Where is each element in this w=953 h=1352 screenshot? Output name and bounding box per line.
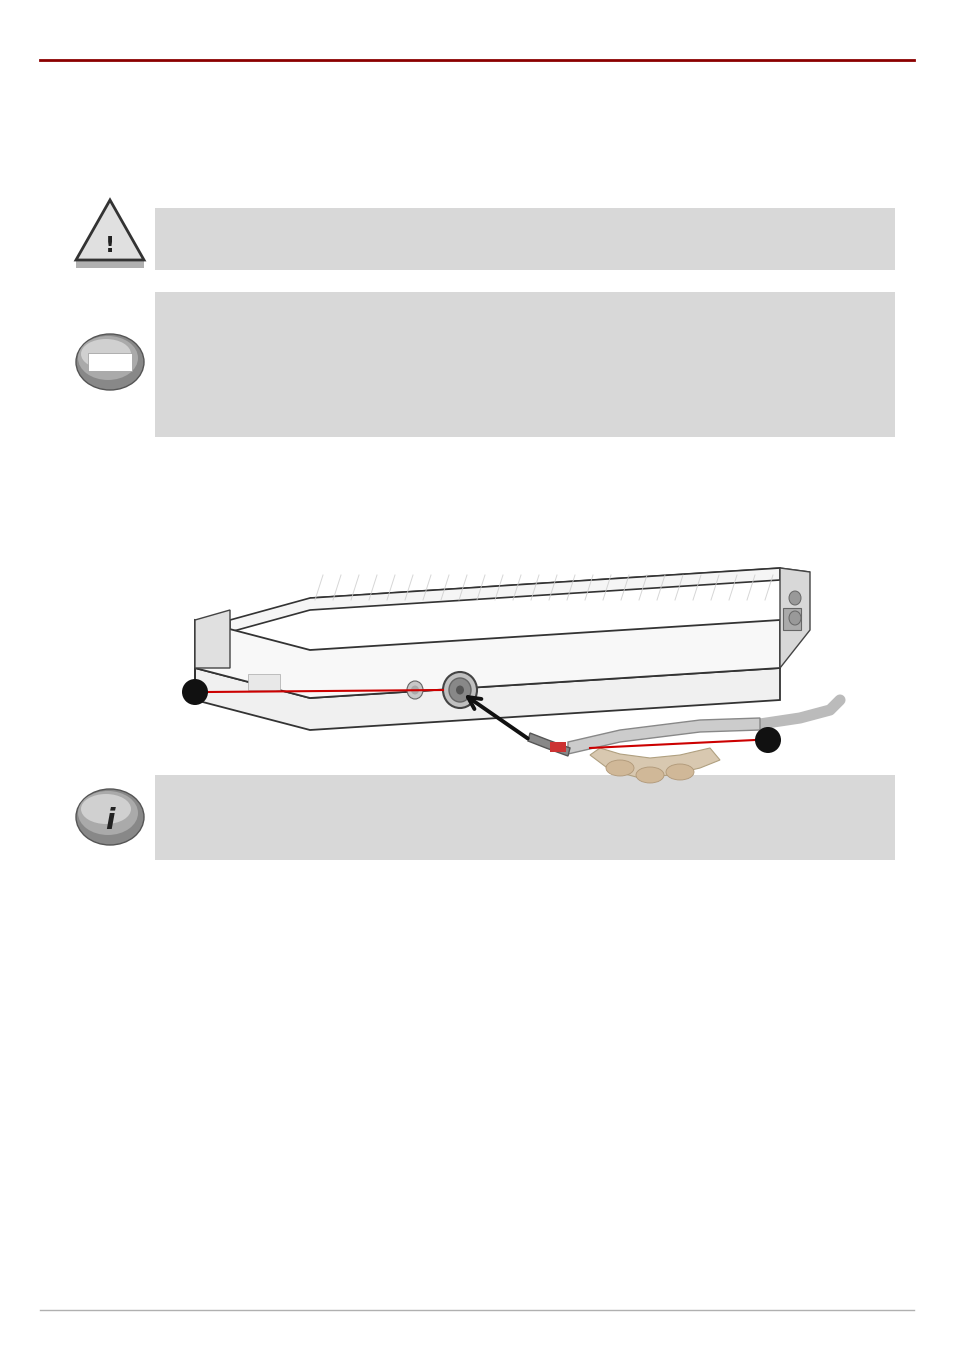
FancyBboxPatch shape <box>154 775 894 860</box>
Ellipse shape <box>78 337 138 380</box>
Polygon shape <box>76 200 144 260</box>
Polygon shape <box>310 568 809 602</box>
Polygon shape <box>567 718 760 754</box>
Polygon shape <box>194 621 780 698</box>
Ellipse shape <box>442 672 476 708</box>
Ellipse shape <box>665 764 693 780</box>
Ellipse shape <box>407 681 422 699</box>
Polygon shape <box>527 733 569 756</box>
FancyBboxPatch shape <box>88 353 132 370</box>
Ellipse shape <box>449 677 471 702</box>
Polygon shape <box>780 568 809 668</box>
Ellipse shape <box>76 790 144 845</box>
Ellipse shape <box>788 591 801 604</box>
Ellipse shape <box>636 767 663 783</box>
Polygon shape <box>76 260 144 268</box>
Ellipse shape <box>81 794 131 823</box>
FancyBboxPatch shape <box>782 608 801 630</box>
Ellipse shape <box>411 685 418 695</box>
Polygon shape <box>230 568 780 631</box>
FancyBboxPatch shape <box>154 292 894 437</box>
Circle shape <box>182 679 208 704</box>
Ellipse shape <box>456 685 463 695</box>
FancyBboxPatch shape <box>550 742 565 752</box>
Ellipse shape <box>788 611 801 625</box>
Text: i: i <box>105 807 114 836</box>
Circle shape <box>754 727 781 753</box>
Ellipse shape <box>76 334 144 389</box>
Ellipse shape <box>81 339 131 369</box>
FancyBboxPatch shape <box>154 208 894 270</box>
Ellipse shape <box>605 760 634 776</box>
Ellipse shape <box>78 791 138 836</box>
Polygon shape <box>589 748 720 777</box>
Polygon shape <box>194 668 780 730</box>
Text: !: ! <box>105 237 115 256</box>
Polygon shape <box>194 610 230 668</box>
FancyBboxPatch shape <box>248 675 280 690</box>
